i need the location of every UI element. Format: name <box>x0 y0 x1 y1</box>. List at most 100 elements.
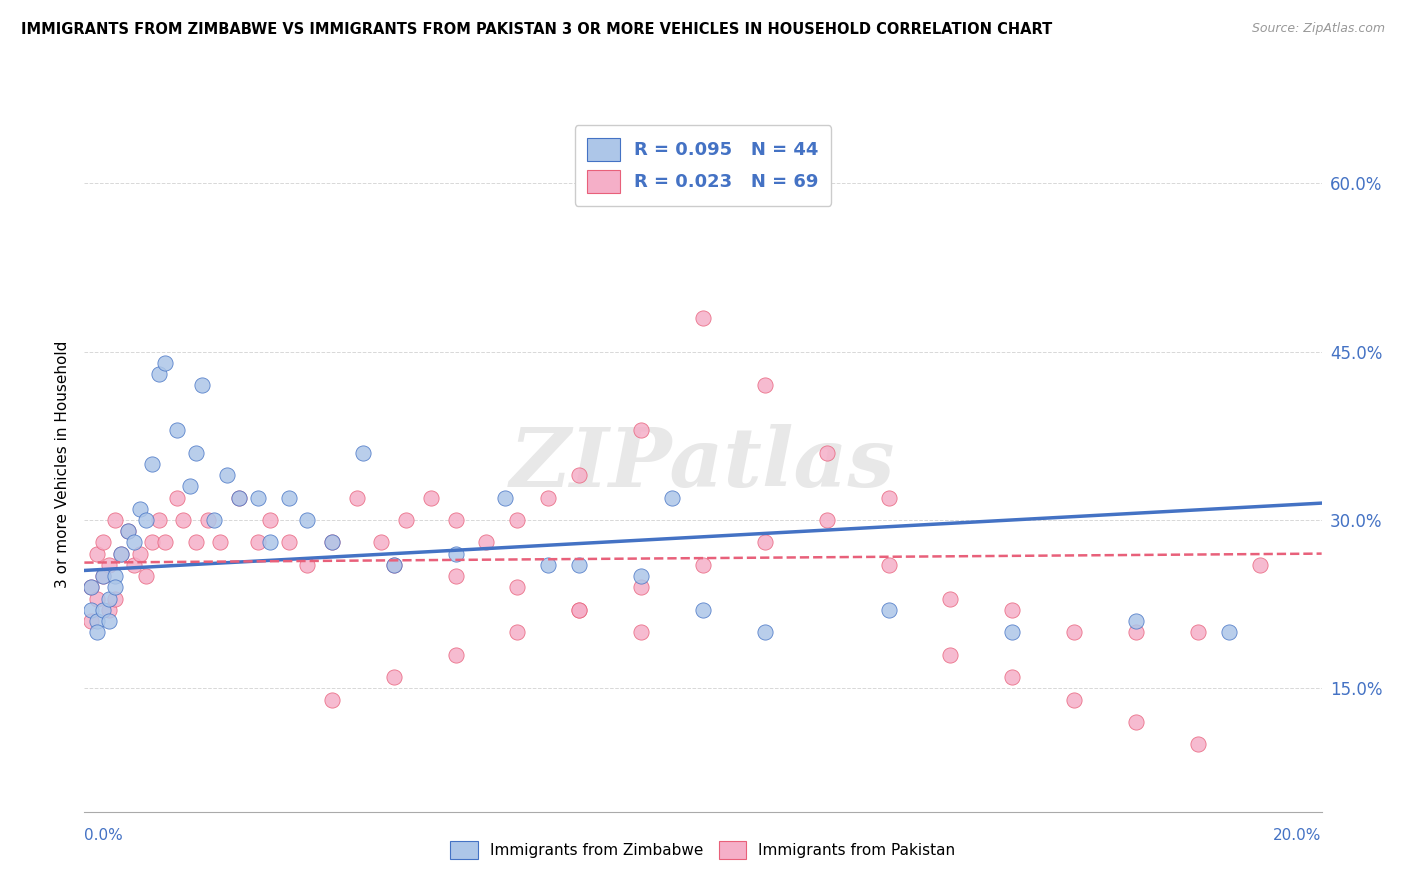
Point <box>815 445 838 459</box>
Point <box>179 479 201 493</box>
Point <box>141 457 163 471</box>
Point <box>754 378 776 392</box>
Point <box>172 513 194 527</box>
Point <box>166 491 188 505</box>
Point <box>506 625 529 640</box>
Point <box>110 547 132 561</box>
Point <box>104 580 127 594</box>
Point <box>815 513 838 527</box>
Point <box>1187 625 1209 640</box>
Point <box>444 648 467 662</box>
Point <box>98 614 121 628</box>
Point <box>135 569 157 583</box>
Point <box>1001 670 1024 684</box>
Point <box>506 580 529 594</box>
Point <box>117 524 139 538</box>
Point <box>939 591 962 606</box>
Point <box>148 367 170 381</box>
Point <box>444 547 467 561</box>
Point <box>91 603 114 617</box>
Point <box>215 468 238 483</box>
Point <box>197 513 219 527</box>
Point <box>277 535 299 549</box>
Point <box>494 491 516 505</box>
Point <box>877 491 900 505</box>
Point <box>568 468 591 483</box>
Point <box>141 535 163 549</box>
Point <box>692 603 714 617</box>
Point <box>91 569 114 583</box>
Point <box>228 491 250 505</box>
Point <box>295 558 318 572</box>
Point <box>1187 738 1209 752</box>
Text: Source: ZipAtlas.com: Source: ZipAtlas.com <box>1251 22 1385 36</box>
Point <box>1001 625 1024 640</box>
Point <box>86 591 108 606</box>
Point <box>86 614 108 628</box>
Point <box>1001 603 1024 617</box>
Point <box>246 491 269 505</box>
Point <box>382 670 405 684</box>
Text: 20.0%: 20.0% <box>1274 828 1322 843</box>
Point <box>277 491 299 505</box>
Point <box>153 535 176 549</box>
Legend: Immigrants from Zimbabwe, Immigrants from Pakistan: Immigrants from Zimbabwe, Immigrants fro… <box>443 834 963 867</box>
Y-axis label: 3 or more Vehicles in Household: 3 or more Vehicles in Household <box>55 340 70 588</box>
Point <box>568 603 591 617</box>
Point <box>1125 614 1147 628</box>
Point <box>259 535 281 549</box>
Point <box>321 535 343 549</box>
Point <box>382 558 405 572</box>
Point <box>939 648 962 662</box>
Point <box>1063 625 1085 640</box>
Point <box>370 535 392 549</box>
Text: IMMIGRANTS FROM ZIMBABWE VS IMMIGRANTS FROM PAKISTAN 3 OR MORE VEHICLES IN HOUSE: IMMIGRANTS FROM ZIMBABWE VS IMMIGRANTS F… <box>21 22 1052 37</box>
Point <box>79 614 101 628</box>
Point <box>184 445 207 459</box>
Point <box>104 513 127 527</box>
Point <box>104 591 127 606</box>
Point <box>202 513 225 527</box>
Point <box>135 513 157 527</box>
Point <box>79 603 101 617</box>
Point <box>1125 714 1147 729</box>
Point <box>692 310 714 325</box>
Point <box>537 558 560 572</box>
Point <box>444 569 467 583</box>
Point <box>79 580 101 594</box>
Point <box>1125 625 1147 640</box>
Point <box>129 501 152 516</box>
Point <box>86 547 108 561</box>
Point <box>259 513 281 527</box>
Point <box>91 569 114 583</box>
Point <box>419 491 441 505</box>
Point <box>630 423 652 437</box>
Point <box>1218 625 1240 640</box>
Point <box>630 625 652 640</box>
Point <box>117 524 139 538</box>
Point <box>568 558 591 572</box>
Point <box>98 591 121 606</box>
Point <box>246 535 269 549</box>
Point <box>148 513 170 527</box>
Point <box>395 513 418 527</box>
Point <box>166 423 188 437</box>
Point <box>1063 692 1085 706</box>
Point <box>630 580 652 594</box>
Point <box>79 580 101 594</box>
Point <box>153 356 176 370</box>
Point <box>91 535 114 549</box>
Point <box>98 558 121 572</box>
Point <box>122 558 145 572</box>
Point <box>506 513 529 527</box>
Point <box>537 491 560 505</box>
Point <box>86 625 108 640</box>
Point <box>352 445 374 459</box>
Point <box>568 603 591 617</box>
Text: 0.0%: 0.0% <box>84 828 124 843</box>
Point <box>661 491 683 505</box>
Point <box>110 547 132 561</box>
Point <box>754 535 776 549</box>
Point <box>122 535 145 549</box>
Point <box>346 491 368 505</box>
